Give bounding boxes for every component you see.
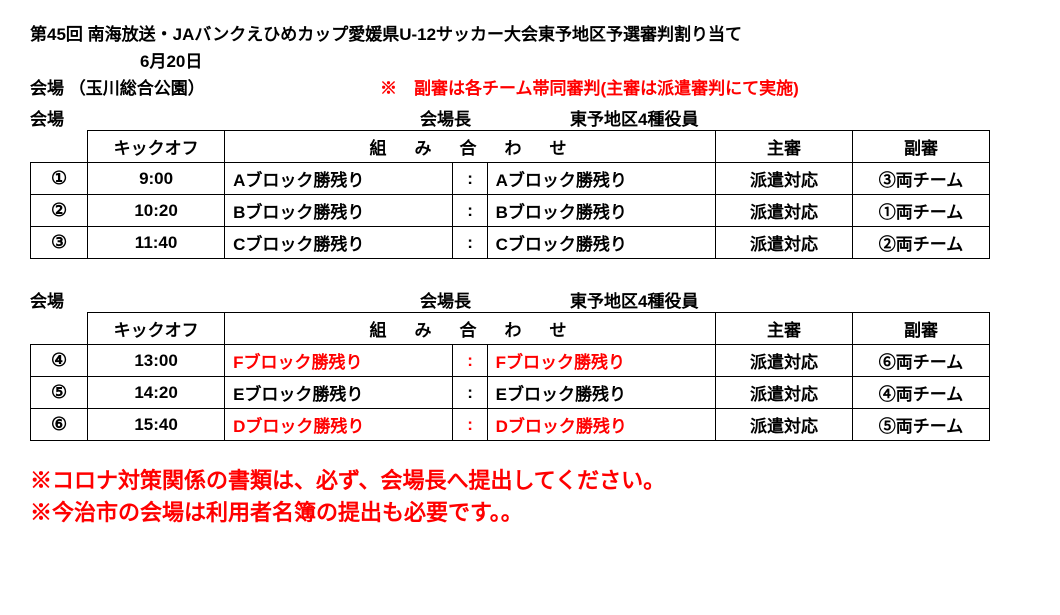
referee-main: 派遣対応: [715, 409, 852, 441]
referee-main: 派遣対応: [715, 345, 852, 377]
kickoff-time: 14:20: [88, 377, 225, 409]
referee-assist: ⑤両チーム: [852, 409, 989, 441]
table-row: ⑤14:20Eブロック勝残り:Eブロック勝残り派遣対応④両チーム: [31, 377, 990, 409]
notice-1: ※コロナ対策関係の書類は、必ず、会場長へ提出してください。: [30, 465, 1030, 497]
away-team: Dブロック勝残り: [487, 409, 715, 441]
notices: ※コロナ対策関係の書類は、必ず、会場長へ提出してください。 ※今治市の会場は利用…: [30, 465, 1030, 529]
kickoff-time: 15:40: [88, 409, 225, 441]
section-toyo: 東予地区4種役員: [570, 105, 698, 130]
section-head: 会場会場長東予地区4種役員: [30, 287, 1030, 312]
away-team: Fブロック勝残り: [487, 345, 715, 377]
match-colon: :: [453, 227, 487, 259]
col-fukushin-header: 副審: [852, 313, 989, 345]
schedule-table-1: キックオフ組み合わせ主審副審①9:00Aブロック勝残り:Aブロック勝残り派遣対応…: [30, 130, 990, 259]
col-kickoff-header: キックオフ: [88, 313, 225, 345]
match-colon: :: [453, 345, 487, 377]
col-num-header: [31, 313, 88, 345]
section-kaijocho: 会場長: [420, 105, 570, 130]
table-row: ③11:40Cブロック勝残り:Cブロック勝残り派遣対応②両チーム: [31, 227, 990, 259]
section-head: 会場会場長東予地区4種役員: [30, 105, 1030, 130]
home-team: Aブロック勝残り: [225, 163, 453, 195]
table-row: ②10:20Bブロック勝残り:Bブロック勝残り派遣対応①両チーム: [31, 195, 990, 227]
referee-assist: ①両チーム: [852, 195, 989, 227]
home-team: Dブロック勝残り: [225, 409, 453, 441]
schedule-table-2: キックオフ組み合わせ主審副審④13:00Fブロック勝残り:Fブロック勝残り派遣対…: [30, 312, 990, 441]
referee-main: 派遣対応: [715, 163, 852, 195]
match-colon: :: [453, 409, 487, 441]
referee-main: 派遣対応: [715, 195, 852, 227]
home-team: Cブロック勝残り: [225, 227, 453, 259]
col-kumi-header: 組み合わせ: [225, 313, 716, 345]
match-number: ②: [31, 195, 88, 227]
notice-2: ※今治市の会場は利用者名簿の提出も必要です。。: [30, 497, 1030, 529]
section-kaijo: 会場: [30, 287, 420, 312]
kickoff-time: 10:20: [88, 195, 225, 227]
referee-assist: ②両チーム: [852, 227, 989, 259]
referee-main: 派遣対応: [715, 227, 852, 259]
match-colon: :: [453, 377, 487, 409]
page-title: 第45回 南海放送・JAバンクえひめカップ愛媛県U-12サッカー大会東予地区予選…: [30, 20, 1030, 45]
col-kumi-header: 組み合わせ: [225, 131, 716, 163]
kickoff-time: 13:00: [88, 345, 225, 377]
match-colon: :: [453, 163, 487, 195]
match-number: ③: [31, 227, 88, 259]
date: 6月20日: [30, 47, 1030, 72]
table-row: ①9:00Aブロック勝残り:Aブロック勝残り派遣対応③両チーム: [31, 163, 990, 195]
away-team: Bブロック勝残り: [487, 195, 715, 227]
referee-assist: ⑥両チーム: [852, 345, 989, 377]
section-kaijocho: 会場長: [420, 287, 570, 312]
kickoff-time: 11:40: [88, 227, 225, 259]
match-number: ④: [31, 345, 88, 377]
table-row: ④13:00Fブロック勝残り:Fブロック勝残り派遣対応⑥両チーム: [31, 345, 990, 377]
home-team: Eブロック勝残り: [225, 377, 453, 409]
section-kaijo: 会場: [30, 105, 420, 130]
col-shushin-header: 主審: [715, 313, 852, 345]
venue-label: 会場 （玉川総合公園）: [30, 74, 380, 99]
col-fukushin-header: 副審: [852, 131, 989, 163]
home-team: Fブロック勝残り: [225, 345, 453, 377]
section-toyo: 東予地区4種役員: [570, 287, 698, 312]
away-team: Eブロック勝残り: [487, 377, 715, 409]
away-team: Cブロック勝残り: [487, 227, 715, 259]
away-team: Aブロック勝残り: [487, 163, 715, 195]
match-number: ⑥: [31, 409, 88, 441]
col-shushin-header: 主審: [715, 131, 852, 163]
home-team: Bブロック勝残り: [225, 195, 453, 227]
table-row: ⑥15:40Dブロック勝残り:Dブロック勝残り派遣対応⑤両チーム: [31, 409, 990, 441]
kickoff-time: 9:00: [88, 163, 225, 195]
match-number: ①: [31, 163, 88, 195]
venue-note: ※ 副審は各チーム帯同審判(主審は派遣審判にて実施): [380, 74, 799, 99]
referee-assist: ④両チーム: [852, 377, 989, 409]
match-number: ⑤: [31, 377, 88, 409]
referee-assist: ③両チーム: [852, 163, 989, 195]
referee-main: 派遣対応: [715, 377, 852, 409]
col-num-header: [31, 131, 88, 163]
col-kickoff-header: キックオフ: [88, 131, 225, 163]
match-colon: :: [453, 195, 487, 227]
